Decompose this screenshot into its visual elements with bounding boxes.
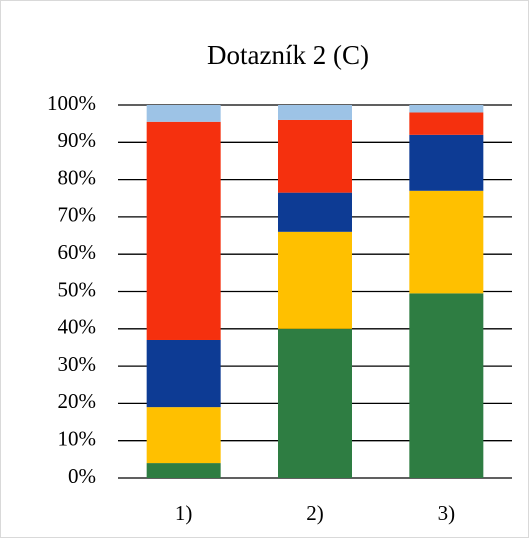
bar-segment — [409, 293, 484, 478]
bar-segment — [278, 328, 352, 478]
y-tick-label: 30% — [58, 352, 97, 376]
y-tick-label: 80% — [58, 165, 97, 189]
y-tick-label: 10% — [58, 427, 97, 451]
x-tick-label: 1) — [175, 501, 193, 525]
x-tick-label: 3) — [438, 501, 456, 525]
bar-segment — [409, 190, 484, 294]
bar-segment — [278, 231, 352, 329]
bar-segment — [278, 119, 352, 193]
y-tick-label: 60% — [58, 240, 97, 264]
bar-segment — [146, 121, 221, 340]
y-tick-label: 50% — [58, 277, 97, 301]
bar-segment — [146, 339, 221, 408]
y-tick-label: 90% — [58, 128, 97, 152]
bar-segment — [146, 105, 221, 122]
x-tick-label: 2) — [306, 501, 324, 525]
y-tick-label: 70% — [58, 203, 97, 227]
bar-segment — [278, 192, 352, 232]
chart-title: Dotazník 2 (C) — [207, 40, 369, 70]
y-tick-label: 40% — [58, 315, 97, 339]
y-tick-label: 0% — [68, 464, 96, 488]
bar-segment — [409, 134, 484, 191]
y-tick-label: 100% — [47, 91, 96, 115]
y-tick-label: 20% — [58, 389, 97, 413]
bar-segment — [278, 105, 352, 120]
bar-segment — [146, 407, 221, 464]
bar-segment — [409, 105, 484, 113]
bar-segment — [146, 463, 221, 478]
bar-segment — [409, 112, 484, 135]
